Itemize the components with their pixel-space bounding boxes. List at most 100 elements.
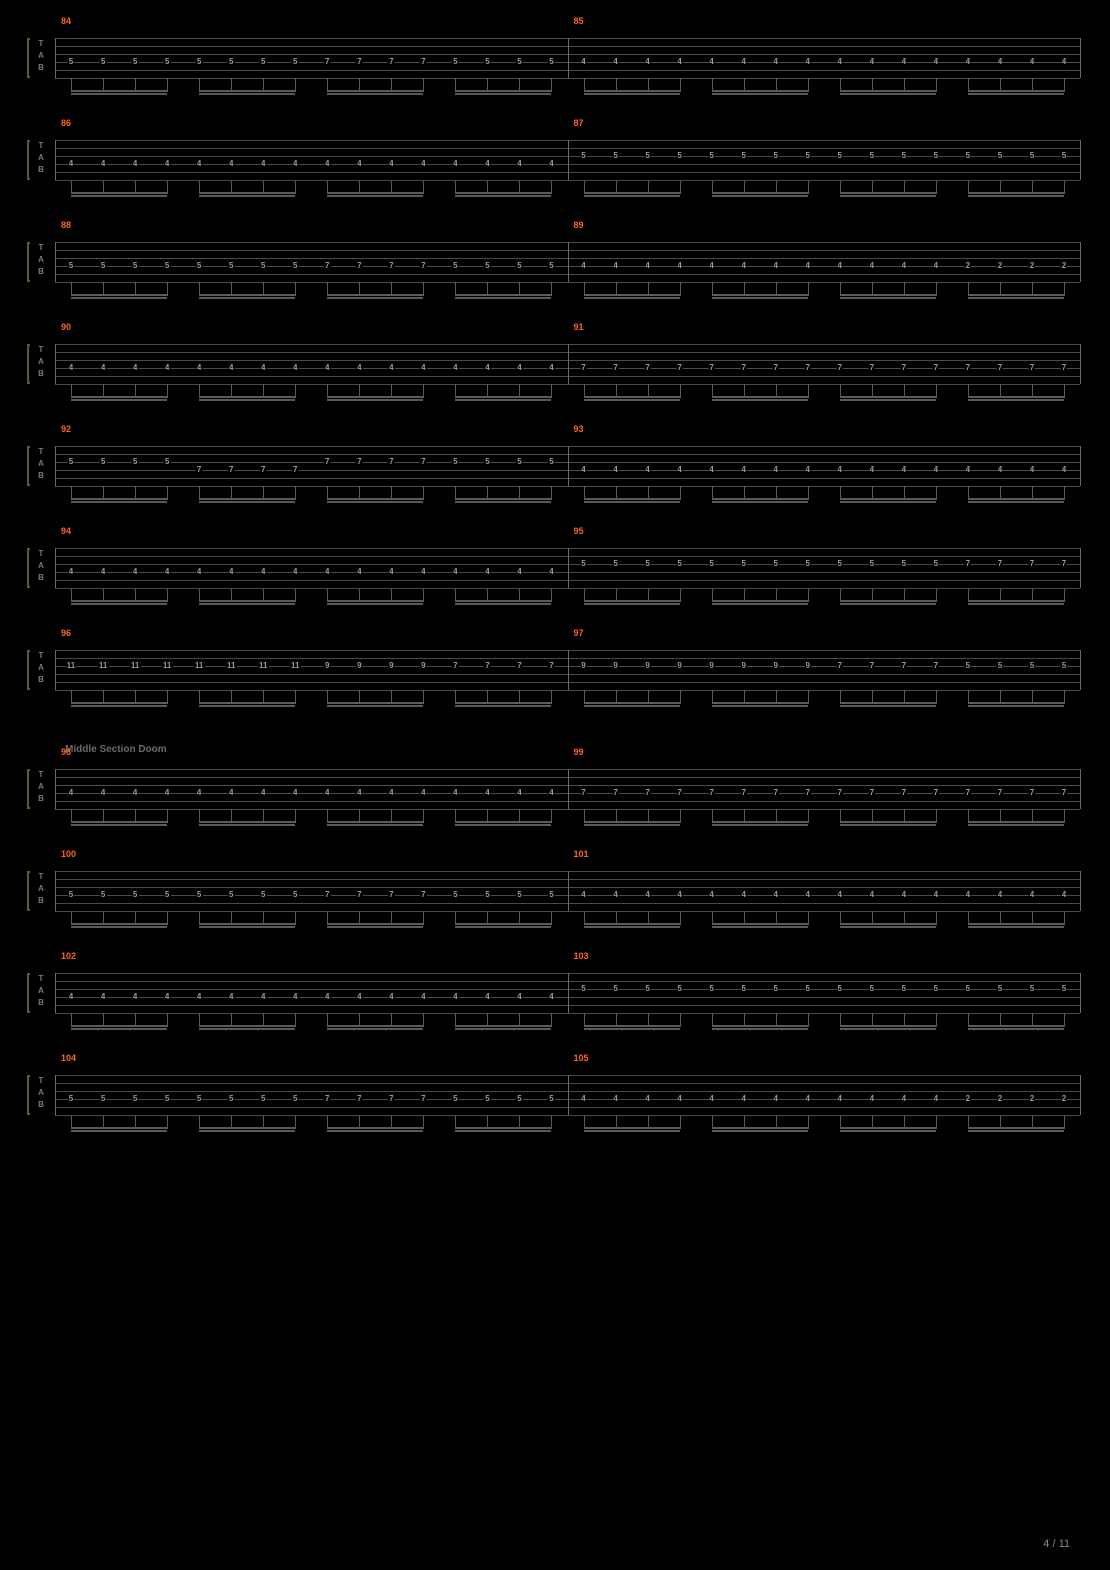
- fret-number: 5: [644, 560, 650, 568]
- fret-number: 5: [100, 458, 106, 466]
- fret-number: 4: [388, 993, 394, 1001]
- fret-number: 5: [484, 891, 490, 899]
- fret-number: 7: [965, 560, 971, 568]
- fret-number: 7: [772, 364, 778, 372]
- fret-number: 4: [228, 993, 234, 1001]
- fret-number: 5: [676, 985, 682, 993]
- fret-number: 4: [740, 466, 746, 474]
- beam-layer: [55, 911, 1080, 931]
- fret-number: 5: [516, 1095, 522, 1103]
- fret-number: 7: [580, 789, 586, 797]
- fret-number: 4: [100, 364, 106, 372]
- fret-number: 5: [516, 58, 522, 66]
- tab-clef: TAB: [30, 140, 52, 176]
- fret-number: 5: [100, 262, 106, 270]
- fret-number: 5: [132, 891, 138, 899]
- fret-number: 4: [132, 364, 138, 372]
- fret-number: 4: [68, 993, 74, 1001]
- fret-number: 7: [228, 466, 234, 474]
- fret-number: 5: [933, 985, 939, 993]
- fret-number: 5: [740, 985, 746, 993]
- tab-system: TAB9697111111111111111199997777999999997…: [30, 642, 1080, 698]
- fret-number: 5: [228, 58, 234, 66]
- fret-number: 4: [324, 993, 330, 1001]
- fret-number: 2: [1061, 262, 1067, 270]
- fret-number: 7: [356, 891, 362, 899]
- fret-number: 4: [965, 891, 971, 899]
- fret-number: 5: [772, 985, 778, 993]
- fret-number: 5: [68, 891, 74, 899]
- fret-number: 7: [484, 662, 490, 670]
- fret-number: 4: [997, 466, 1003, 474]
- fret-number: 5: [196, 58, 202, 66]
- fret-number: 5: [772, 560, 778, 568]
- fret-number: 4: [196, 160, 202, 168]
- fret-number: 7: [324, 458, 330, 466]
- measure-number: 86: [61, 118, 71, 128]
- fret-number: 4: [869, 466, 875, 474]
- fret-number: 5: [805, 985, 811, 993]
- fret-number: 4: [708, 466, 714, 474]
- fret-number: 4: [100, 568, 106, 576]
- fret-number: 7: [997, 789, 1003, 797]
- fret-number: 4: [612, 262, 618, 270]
- fret-number: 4: [356, 789, 362, 797]
- fret-number: 7: [1061, 789, 1067, 797]
- fret-number: 7: [869, 364, 875, 372]
- fret-number: 7: [196, 466, 202, 474]
- measure-number: 88: [61, 220, 71, 230]
- fret-number: 7: [644, 364, 650, 372]
- fret-number: 5: [965, 152, 971, 160]
- fret-number: 5: [164, 458, 170, 466]
- fret-number: 7: [260, 466, 266, 474]
- tab-clef: TAB: [30, 446, 52, 482]
- fret-number: 4: [708, 1095, 714, 1103]
- fret-number: 2: [965, 1095, 971, 1103]
- fret-number: 5: [805, 560, 811, 568]
- fret-number: 7: [324, 262, 330, 270]
- fret-number: 4: [356, 364, 362, 372]
- fret-number: 4: [580, 891, 586, 899]
- fret-number: 4: [228, 160, 234, 168]
- fret-number: 4: [644, 891, 650, 899]
- fret-number: 5: [772, 152, 778, 160]
- notes-layer: 44444444444444447777777777777777: [55, 769, 1080, 809]
- fret-number: 4: [580, 262, 586, 270]
- fret-number: 7: [901, 789, 907, 797]
- fret-number: 4: [132, 993, 138, 1001]
- measure-number: 103: [574, 951, 589, 961]
- fret-number: 4: [132, 160, 138, 168]
- fret-number: 5: [1029, 152, 1035, 160]
- fret-number: 4: [324, 789, 330, 797]
- fret-number: 4: [644, 58, 650, 66]
- fret-number: 4: [516, 160, 522, 168]
- fret-number: 4: [100, 160, 106, 168]
- tab-system: TAB888955555555777755554444444444442222: [30, 234, 1080, 290]
- fret-number: 4: [869, 58, 875, 66]
- fret-number: 5: [484, 262, 490, 270]
- fret-number: 11: [66, 662, 76, 670]
- fret-number: 7: [676, 789, 682, 797]
- fret-number: 5: [708, 985, 714, 993]
- fret-number: 5: [484, 58, 490, 66]
- fret-number: 5: [196, 891, 202, 899]
- fret-number: 7: [452, 662, 458, 670]
- fret-number: 9: [676, 662, 682, 670]
- tab-system: TAB868744444444444444445555555555555555: [30, 132, 1080, 188]
- fret-number: 7: [292, 466, 298, 474]
- fret-number: 4: [260, 993, 266, 1001]
- notes-layer: 55555555777755554444444444444444: [55, 38, 1080, 78]
- fret-number: 7: [356, 1095, 362, 1103]
- fret-number: 7: [324, 58, 330, 66]
- fret-number: 4: [772, 891, 778, 899]
- fret-number: 4: [548, 568, 554, 576]
- fret-number: 5: [837, 560, 843, 568]
- fret-number: 5: [901, 985, 907, 993]
- fret-number: 7: [548, 662, 554, 670]
- fret-number: 5: [132, 458, 138, 466]
- beam-layer: [55, 78, 1080, 98]
- fret-number: 4: [933, 262, 939, 270]
- fret-number: 4: [388, 160, 394, 168]
- fret-number: 4: [452, 993, 458, 1001]
- tab-clef: TAB: [30, 973, 52, 1009]
